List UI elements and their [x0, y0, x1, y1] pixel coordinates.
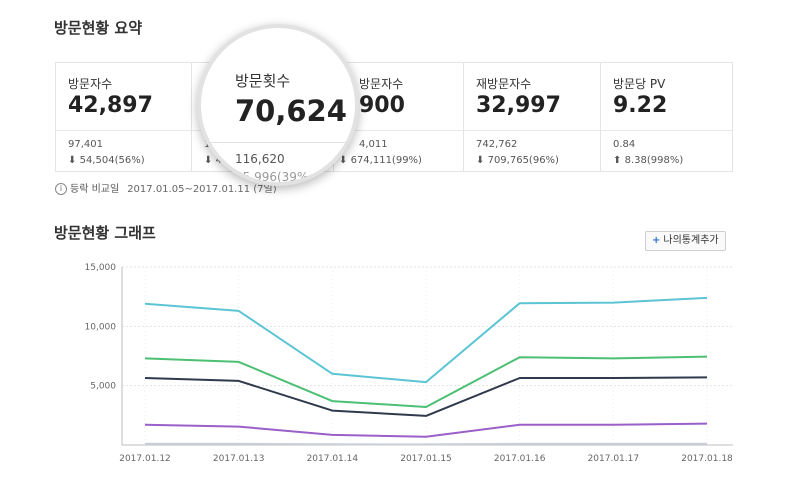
add-my-stats-label: 나의통계추가: [663, 235, 719, 246]
x-tick-label: 2017.01.14: [307, 454, 359, 464]
card-prev-value: 4,011: [359, 139, 388, 150]
card-divider: [56, 130, 191, 131]
card-value: 42,897: [68, 93, 153, 118]
card-change: ⬇ 709,765(96%): [476, 155, 559, 166]
comparison-note: i 등락 비교일 2017.01.05~2017.01.11 (7일): [55, 180, 277, 195]
card-pv-per-visit: 방문당 PV 9.22 0.84 ⬆ 8.38(998%): [601, 63, 732, 171]
series-line-3[interactable]: [144, 376, 708, 417]
card-label: 방문당 PV: [613, 77, 666, 91]
card-change: ⬇ 674,111(99%): [339, 155, 422, 166]
add-my-stats-button[interactable]: + 나의통계추가: [645, 231, 726, 251]
card-prev-value: 0.84: [613, 139, 636, 150]
summary-panel: 방문자수 42,897 97,401 ⬇ 54,504(56%) 1 ⬇ 4 방…: [55, 62, 733, 172]
comparison-label: 등락 비교일: [70, 184, 120, 195]
card-divider: [464, 130, 600, 131]
card-prev-value: 742,762: [476, 139, 518, 150]
x-tick-label: 2017.01.16: [494, 454, 546, 464]
card-prev-value: 97,401: [68, 139, 103, 150]
y-tick-label: 5,000: [90, 382, 116, 392]
magnified-divider: [201, 142, 355, 143]
card-returning-visitors: 재방문자수 32,997 742,762 ⬇ 709,765(96%): [464, 63, 601, 171]
x-tick-label: 2017.01.12: [119, 454, 171, 464]
up-arrow-icon: ⬆: [613, 155, 622, 166]
series-line-2[interactable]: [144, 355, 708, 408]
magnified-change: 45,996(39%: [235, 170, 309, 184]
magnified-value: 70,624: [235, 94, 347, 128]
card-label: 재방문자수: [476, 77, 532, 91]
graph-title: 방문현황 그래프: [54, 224, 156, 242]
summary-title: 방문현황 요약: [54, 19, 143, 37]
x-tick-label: 2017.01.17: [588, 454, 640, 464]
y-tick-label: 10,000: [85, 322, 117, 332]
plus-icon: +: [652, 235, 661, 246]
down-arrow-icon: ⬇: [476, 155, 485, 166]
card-value: 32,997: [476, 93, 561, 118]
series-line-5[interactable]: [145, 442, 707, 446]
card-divider: [334, 130, 463, 131]
down-arrow-icon: ⬇: [68, 155, 77, 166]
magnifier-lens: 방문횟수 70,624 116,620 45,996(39%: [197, 24, 359, 186]
card-label: 방문자수: [68, 77, 113, 91]
comparison-date-range: 2017.01.05~2017.01.11 (7일): [127, 184, 277, 195]
x-tick-label: 2017.01.13: [213, 454, 265, 464]
info-icon[interactable]: i: [55, 183, 67, 195]
series-line-1[interactable]: [144, 296, 708, 384]
card-divider: [601, 130, 732, 131]
series-line-4[interactable]: [144, 422, 708, 438]
card-value: 9.22: [613, 93, 668, 118]
card-visitors: 방문자수 42,897 97,401 ⬇ 54,504(56%): [56, 63, 192, 171]
card-change: ⬇ 54,504(56%): [68, 155, 145, 166]
down-arrow-icon: ⬇: [339, 155, 348, 166]
card-change: ⬆ 8.38(998%): [613, 155, 684, 166]
magnified-prev-value: 116,620: [235, 152, 285, 166]
x-tick-label: 2017.01.15: [400, 454, 452, 464]
y-tick-label: 15,000: [85, 263, 117, 273]
visit-line-chart: 15,000 10,000 5,000 2017.01.12 2017.01.13 201…: [85, 263, 734, 464]
down-arrow-icon: ⬇: [204, 155, 213, 166]
magnified-label: 방문횟수: [235, 72, 291, 90]
card-label: 방문자수: [359, 77, 404, 91]
card-new-visitors: 방문자수 900 4,011 ⬇ 674,111(99%): [334, 63, 464, 171]
x-tick-label: 2017.01.18: [681, 454, 733, 464]
card-value: 900: [359, 93, 405, 118]
